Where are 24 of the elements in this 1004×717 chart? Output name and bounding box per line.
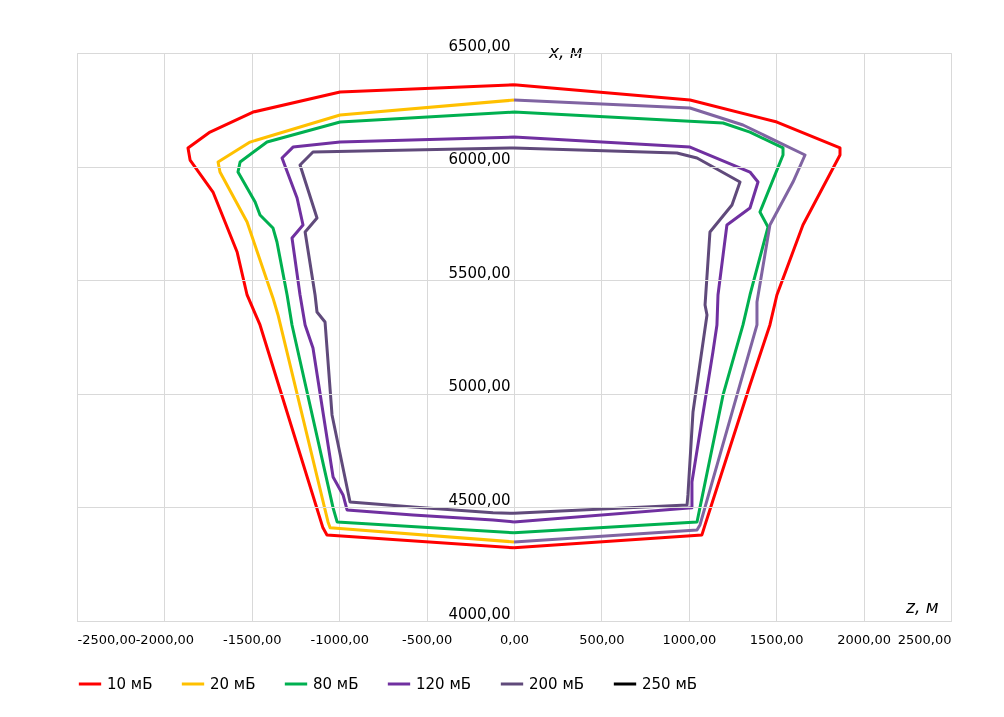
x-tick-label: 1500,00 — [749, 631, 804, 647]
y-tick-label: 6500,00 — [448, 36, 511, 55]
legend-label: 10 мБ — [107, 675, 153, 693]
x-tick-label: -2500,00 — [77, 631, 136, 647]
x-tick-label: -1500,00 — [223, 631, 282, 647]
x-tick-label: 2000,00 — [837, 631, 891, 647]
x-axis-title: z, м — [905, 597, 939, 617]
y-tick-label: 5500,00 — [448, 263, 511, 282]
x-tick-label: -1000,00 — [310, 631, 369, 647]
y-tick-label: 5000,00 — [448, 377, 511, 396]
legend-label: 250 мБ — [642, 675, 698, 693]
x-tick-label: -2000,00 — [135, 631, 195, 647]
x-tick-label: 2500,00 — [897, 631, 952, 647]
legend-label: 200 мБ — [529, 675, 585, 693]
x-tick-label: 500,00 — [579, 631, 625, 647]
x-tick-label: 0,00 — [500, 631, 529, 647]
legend-label: 80 мБ — [313, 675, 359, 693]
x-tick-label: -500,00 — [402, 631, 453, 647]
y-tick-label: 6000,00 — [448, 150, 511, 169]
y-tick-label: 4500,00 — [448, 490, 511, 509]
legend-label: 120 мБ — [416, 675, 472, 693]
y-tick-label: 4000,00 — [448, 604, 511, 623]
x-tick-label: 1000,00 — [662, 631, 717, 647]
legend-label: 20 мБ — [210, 675, 256, 693]
